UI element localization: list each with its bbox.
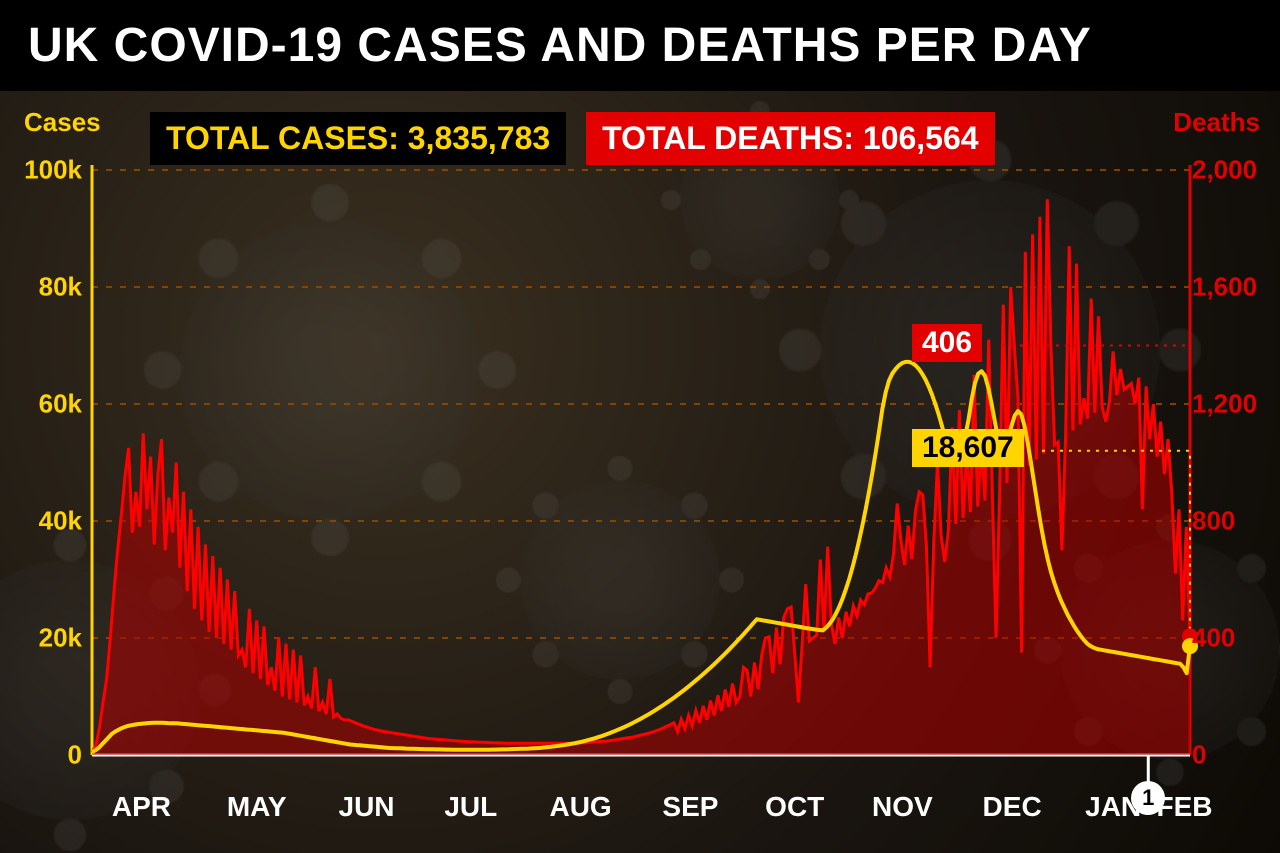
right-tick: 0 — [1192, 740, 1272, 771]
left-tick: 40k — [12, 506, 82, 537]
plot-svg — [0, 95, 1280, 853]
month-tick: APR — [112, 791, 171, 823]
month-tick: NOV — [872, 791, 933, 823]
deaths-callout: 406 — [912, 324, 982, 362]
month-tick: DEC — [983, 791, 1042, 823]
chart-container: UK COVID-19 CASES AND DEATHS PER DAY TOT… — [0, 0, 1280, 853]
left-tick: 0 — [12, 740, 82, 771]
right-tick: 400 — [1192, 623, 1272, 654]
month-tick: JUN — [338, 791, 394, 823]
month-tick: AUG — [549, 791, 611, 823]
month-tick: MAY — [227, 791, 287, 823]
left-tick: 100k — [12, 155, 82, 186]
left-tick: 60k — [12, 389, 82, 420]
totals-row: TOTAL CASES: 3,835,783 TOTAL DEATHS: 106… — [150, 112, 995, 165]
month-tick: JUL — [444, 791, 497, 823]
left-tick: 80k — [12, 272, 82, 303]
right-tick: 1,600 — [1192, 272, 1272, 303]
chart-area: Cases Deaths 020k40k60k80k100k 04008001,… — [0, 95, 1280, 853]
total-cases-badge: TOTAL CASES: 3,835,783 — [150, 112, 566, 165]
right-tick: 800 — [1192, 506, 1272, 537]
left-tick: 20k — [12, 623, 82, 654]
chart-title: UK COVID-19 CASES AND DEATHS PER DAY — [0, 0, 1280, 91]
month-tick: SEP — [662, 791, 718, 823]
right-tick: 1,200 — [1192, 389, 1272, 420]
right-tick: 2,000 — [1192, 155, 1272, 186]
month-tick: OCT — [765, 791, 824, 823]
cases-callout: 18,607 — [912, 429, 1024, 467]
total-deaths-badge: TOTAL DEATHS: 106,564 — [586, 112, 994, 165]
